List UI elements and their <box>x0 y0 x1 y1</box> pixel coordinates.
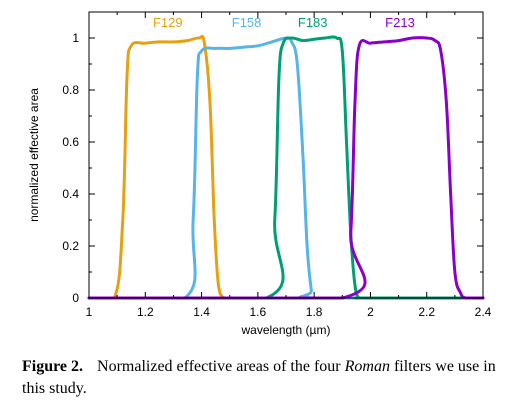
y-tick-label: 0.2 <box>62 239 79 253</box>
plot-frame <box>88 11 484 299</box>
x-tick-label: 1.6 <box>250 305 267 319</box>
series-line-f129 <box>87 34 485 300</box>
y-tick-label: 0.4 <box>62 187 79 201</box>
figure-caption: Figure 2. Normalized effective areas of t… <box>22 356 522 400</box>
y-axis-label: normalized effective area <box>27 88 41 222</box>
y-tick-label: 0.8 <box>62 83 79 97</box>
x-tick-label: 1.4 <box>193 305 210 319</box>
axes-layer: 1 1.2 1.4 1.6 1.8 2 2.2 2.4 0 0.2 0.4 0.6 0.8 1 wavele… <box>27 11 492 337</box>
y-tick-label: 1 <box>72 31 79 45</box>
x-tick-label: 2.4 <box>475 305 492 319</box>
series-line-f158 <box>87 36 485 300</box>
figure-label: Figure 2. <box>22 358 84 375</box>
filter-chart: 1 1.2 1.4 1.6 1.8 2 2.2 2.4 0 0.2 0.4 0.6 0.8 1 wavele… <box>27 11 492 337</box>
series-label-f213: F213 <box>385 15 415 30</box>
y-tick-label: 0 <box>72 291 79 305</box>
series-layer <box>87 34 485 300</box>
caption-text-after: filters we use in this study. <box>22 358 496 397</box>
labels-layer: F129 F158 F183 F213 <box>153 15 415 30</box>
x-tick-label: 1.2 <box>137 305 154 319</box>
series-line-f183 <box>87 35 485 300</box>
caption-text-before: Normalized effective areas of the four <box>97 358 345 375</box>
series-label-f158: F158 <box>232 15 262 30</box>
series-line-f213 <box>87 36 485 300</box>
x-tick-label: 2.2 <box>418 305 435 319</box>
y-tick-label: 0.6 <box>62 135 79 149</box>
x-tick-label: 1 <box>86 305 93 319</box>
x-tick-label: 1.8 <box>306 305 323 319</box>
caption-italic-text: Roman <box>344 358 390 375</box>
series-label-f129: F129 <box>153 15 183 30</box>
x-axis-label: wavelength (µm) <box>241 323 331 337</box>
x-tick-label: 2 <box>367 305 374 319</box>
series-label-f183: F183 <box>298 15 328 30</box>
